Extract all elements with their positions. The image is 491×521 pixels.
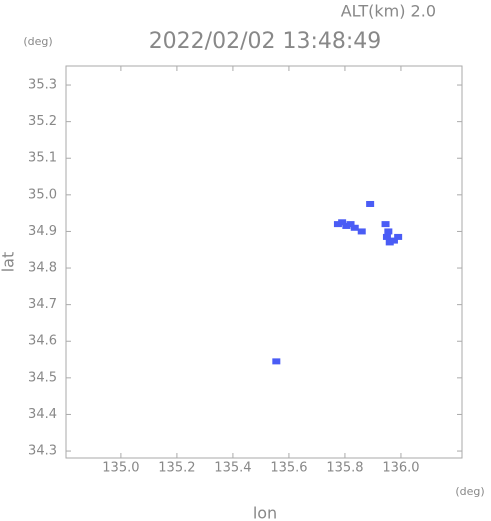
chart-title: 2022/02/02 13:48:49 [149, 29, 382, 54]
x-tick-label: 135.6 [270, 461, 307, 476]
y-tick-label: 35.0 [28, 187, 57, 202]
y-tick-label: 34.8 [28, 261, 57, 276]
echo-cell [382, 233, 391, 240]
x-unit: (deg) [455, 485, 484, 498]
echo-cell [366, 200, 375, 207]
echo-cell [381, 221, 390, 228]
echo-cell [385, 239, 394, 246]
y-tick-label: 34.5 [28, 370, 57, 385]
echo-cell [394, 233, 403, 240]
y-axis-label: lat [0, 252, 18, 273]
x-tick-label: 135.0 [102, 461, 139, 476]
y-tick-label: 35.3 [28, 78, 57, 93]
y-tick-label: 35.2 [28, 114, 57, 129]
echo-cell [272, 358, 281, 365]
x-tick-label: 135.8 [326, 461, 363, 476]
y-unit: (deg) [23, 35, 52, 48]
echo-cell [350, 224, 359, 231]
echo-cell [333, 221, 342, 228]
y-tick-label: 34.4 [28, 407, 57, 422]
x-tick-label: 136.0 [382, 461, 419, 476]
echo-cell [346, 221, 355, 228]
echo-cell [384, 228, 393, 235]
echo-cell [389, 237, 398, 244]
y-tick-label: 34.9 [28, 224, 57, 239]
echo-cell [338, 219, 347, 226]
x-tick-label: 135.4 [214, 461, 251, 476]
echo-cell [357, 228, 366, 235]
x-axis-label: lon [253, 504, 277, 521]
y-tick-label: 34.6 [28, 334, 57, 349]
plot-frame [65, 65, 463, 459]
altitude-label: ALT(km) 2.0 [341, 2, 436, 21]
echo-cell [342, 222, 351, 229]
y-tick-label: 35.1 [28, 151, 57, 166]
x-tick-label: 135.2 [158, 461, 195, 476]
y-tick-label: 34.7 [28, 297, 57, 312]
y-tick-label: 34.3 [28, 444, 57, 459]
